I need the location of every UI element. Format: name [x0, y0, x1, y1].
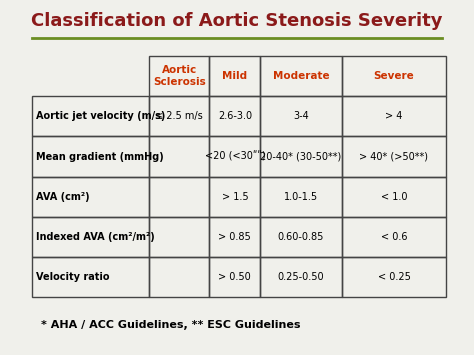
Bar [209, 96, 261, 136]
Text: < 1.0: < 1.0 [381, 192, 407, 202]
Bar [149, 217, 209, 257]
Text: * AHA / ACC Guidelines, ** ESC Guidelines: * AHA / ACC Guidelines, ** ESC Guideline… [41, 321, 300, 331]
Bar [342, 56, 446, 96]
Bar [32, 217, 149, 257]
Text: Mean gradient (mmHg): Mean gradient (mmHg) [36, 152, 164, 162]
Bar [209, 177, 261, 217]
Text: 1.0-1.5: 1.0-1.5 [284, 192, 318, 202]
Bar [149, 96, 209, 136]
Text: 3-4: 3-4 [293, 111, 309, 121]
Text: Indexed AVA (cm²/m²): Indexed AVA (cm²/m²) [36, 232, 155, 242]
Bar [149, 136, 209, 177]
Text: Mild: Mild [222, 71, 247, 81]
Text: Aortic jet velocity (m/s): Aortic jet velocity (m/s) [36, 111, 165, 121]
Bar [261, 177, 342, 217]
Bar [209, 257, 261, 297]
Bar [261, 56, 342, 96]
Bar [342, 96, 446, 136]
Bar [149, 56, 209, 96]
Text: Velocity ratio: Velocity ratio [36, 272, 110, 282]
Text: < 0.6: < 0.6 [381, 232, 407, 242]
Text: Aortic
Sclerosis: Aortic Sclerosis [153, 65, 206, 87]
Text: <20 (<30ʺʺ): <20 (<30ʺʺ) [205, 151, 265, 162]
Bar [342, 177, 446, 217]
Text: AVA (cm²): AVA (cm²) [36, 192, 90, 202]
Bar [209, 217, 261, 257]
Text: < 0.25: < 0.25 [377, 272, 410, 282]
Text: > 0.50: > 0.50 [219, 272, 251, 282]
Text: Severe: Severe [374, 71, 414, 81]
Text: ≤ 2.5 m/s: ≤ 2.5 m/s [155, 111, 203, 121]
Text: > 4: > 4 [385, 111, 402, 121]
Bar [209, 56, 261, 96]
Bar [32, 136, 149, 177]
Text: > 40* (>50**): > 40* (>50**) [359, 152, 428, 162]
Bar [342, 136, 446, 177]
Text: > 1.5: > 1.5 [221, 192, 248, 202]
Bar [261, 257, 342, 297]
Text: Moderate: Moderate [273, 71, 329, 81]
Text: Classification of Aortic Stenosis Severity: Classification of Aortic Stenosis Severi… [31, 12, 443, 30]
Bar [261, 96, 342, 136]
Text: 0.60-0.85: 0.60-0.85 [278, 232, 324, 242]
Bar [261, 136, 342, 177]
Bar [32, 177, 149, 217]
Bar [342, 257, 446, 297]
Bar [32, 96, 149, 136]
Bar [261, 217, 342, 257]
Text: 2.6-3.0: 2.6-3.0 [218, 111, 252, 121]
Bar [149, 177, 209, 217]
Text: > 0.85: > 0.85 [219, 232, 251, 242]
Bar [342, 217, 446, 257]
Bar [209, 136, 261, 177]
Text: 0.25-0.50: 0.25-0.50 [278, 272, 324, 282]
Text: 20-40* (30-50**): 20-40* (30-50**) [260, 152, 342, 162]
Bar [32, 257, 149, 297]
Bar [149, 257, 209, 297]
